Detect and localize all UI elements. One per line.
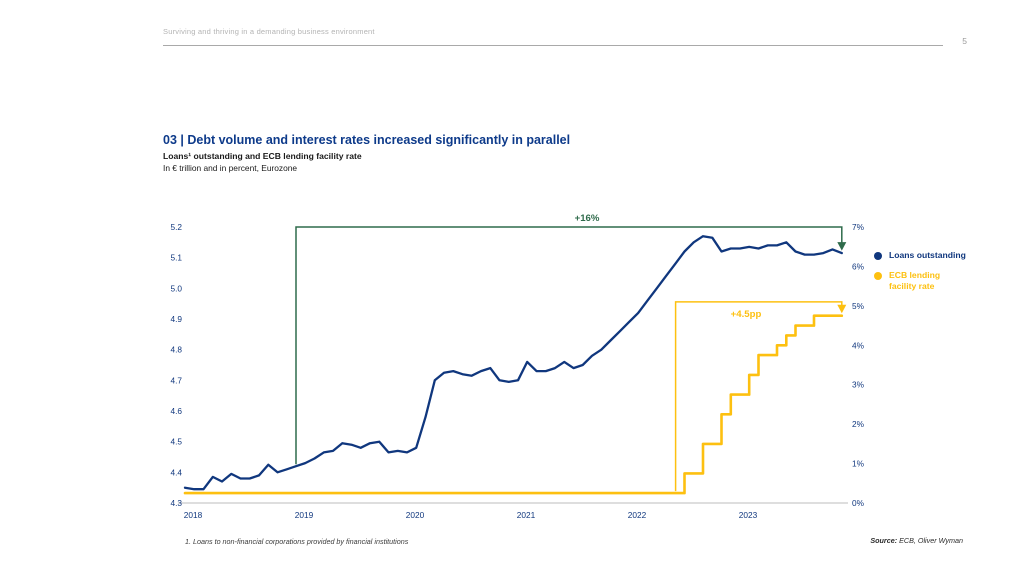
y-left-tick: 4.6: [170, 406, 182, 416]
running-title: Surviving and thriving in a demanding bu…: [163, 27, 375, 36]
rate-legend-dot-icon: [874, 271, 882, 280]
y-right-tick: 7%: [852, 222, 865, 232]
source-text: ECB, Oliver Wyman: [897, 536, 963, 545]
y-right-tick: 4%: [852, 340, 865, 350]
line-chart: 5.2 5.1 5.0 4.9 4.8 4.7 4.6 4.5 4.4 4.3 7% 6% 5% 4% 3%…: [150, 205, 874, 535]
loans-legend-dot-icon: [874, 251, 882, 260]
y-right-tick: 2%: [852, 419, 865, 429]
legend-label-loans: Loans outstanding: [889, 250, 966, 260]
y-left-tick: 5.1: [170, 253, 182, 263]
chart-subtitle: Loans¹ outstanding and ECB lending facil…: [163, 151, 362, 161]
slide-title: 03 | Debt volume and interest rates incr…: [163, 133, 571, 147]
rate-change-bracket: [674, 301, 843, 492]
y-right-tick: 6%: [852, 261, 865, 271]
y-left-tick: 4.7: [170, 375, 182, 385]
source: Source: ECB, Oliver Wyman: [870, 536, 963, 545]
y-left-tick: 4.9: [170, 314, 182, 324]
loans-change-bracket: [295, 226, 843, 465]
x-axis-tick: 2022: [628, 510, 647, 520]
change-brackets: [295, 226, 847, 492]
y-left-tick: 4.4: [170, 467, 182, 477]
y-left-tick: 4.5: [170, 437, 182, 447]
chart-series: [183, 235, 844, 495]
loans-change-label: +16%: [575, 213, 600, 224]
x-axis-tick: 2021: [517, 510, 536, 520]
bracket-arrowhead-icon: [837, 242, 847, 251]
footnote: 1. Loans to non-financial corporations p…: [185, 537, 409, 546]
chart-axes: 5.2 5.1 5.0 4.9 4.8 4.7 4.6 4.5 4.4 4.3 7% 6% 5% 4% 3%…: [170, 222, 864, 520]
y-right-tick: 3%: [852, 380, 865, 390]
y-right-tick: 5%: [852, 301, 865, 311]
x-axis-tick: 2023: [739, 510, 758, 520]
y-left-tick: 4.3: [170, 498, 182, 508]
y-right-tick: 1%: [852, 459, 865, 469]
y-left-tick: 5.0: [170, 283, 182, 293]
x-axis-tick: 2019: [295, 510, 314, 520]
y-right-tick: 0%: [852, 498, 865, 508]
rate-step-line: [183, 314, 844, 495]
page-number: 5: [962, 36, 967, 46]
source-prefix: Source:: [870, 536, 898, 545]
y-left-tick: 5.2: [170, 222, 182, 232]
legend-item-loans: Loans outstanding: [874, 250, 966, 261]
legend-label-rate: ECB lending facility rate: [889, 270, 941, 292]
chart-legend: Loans outstanding ECB lending facility r…: [874, 250, 966, 302]
rate-change-label: +4.5pp: [731, 309, 762, 320]
loans-line: [183, 235, 843, 491]
chart-unit-line: In € trillion and in percent, Eurozone: [163, 163, 298, 173]
y-left-tick: 4.8: [170, 345, 182, 355]
x-axis-tick: 2018: [184, 510, 203, 520]
bracket-arrowhead-icon: [837, 304, 847, 314]
x-axis-tick: 2020: [406, 510, 425, 520]
header-rule: [163, 45, 943, 46]
legend-item-rate: ECB lending facility rate: [874, 270, 966, 292]
